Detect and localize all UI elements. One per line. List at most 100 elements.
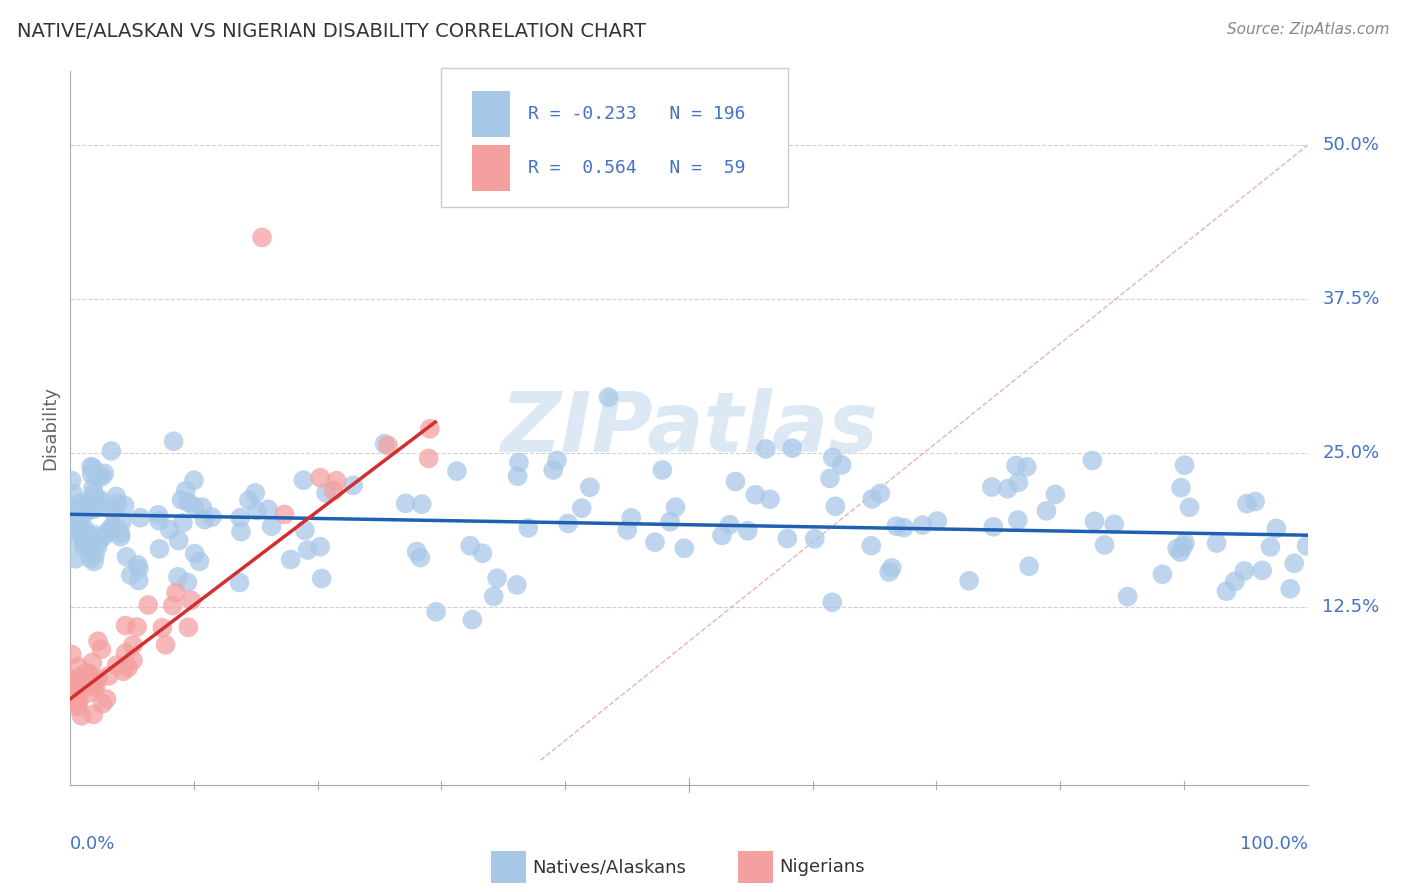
Point: [73, 535, 96, 549]
FancyBboxPatch shape: [441, 68, 787, 207]
Point: [1251, 563, 1274, 577]
Text: 25.0%: 25.0%: [1323, 443, 1379, 462]
Point: [72, 667, 94, 681]
Point: [60, 695, 83, 709]
Point: [60, 509, 83, 524]
Point: [122, 638, 145, 652]
Point: [101, 519, 124, 533]
Point: [148, 508, 170, 522]
Point: [84, 528, 107, 542]
Point: [803, 532, 825, 546]
Point: [1233, 564, 1256, 578]
Point: [162, 599, 184, 613]
Text: Natives/Alaskans: Natives/Alaskans: [531, 858, 686, 876]
Point: [62, 523, 84, 537]
Point: [297, 543, 319, 558]
Point: [409, 550, 432, 565]
Point: [482, 590, 505, 604]
Point: [506, 469, 529, 483]
Point: [1166, 541, 1188, 556]
Point: [66, 673, 89, 687]
Point: [755, 442, 778, 456]
Point: [997, 482, 1019, 496]
Point: [1094, 538, 1116, 552]
Point: [446, 464, 468, 478]
Point: [486, 571, 509, 585]
FancyBboxPatch shape: [738, 851, 773, 883]
Point: [620, 511, 643, 525]
Point: [93, 529, 115, 543]
Point: [229, 510, 252, 524]
Point: [159, 523, 181, 537]
Point: [546, 453, 568, 467]
Point: [1018, 559, 1040, 574]
Point: [294, 524, 316, 538]
Point: [176, 575, 198, 590]
Point: [927, 514, 949, 528]
Point: [229, 524, 252, 539]
Text: 37.5%: 37.5%: [1323, 290, 1379, 308]
Point: [73, 524, 96, 539]
Point: [718, 517, 741, 532]
Point: [87, 540, 110, 554]
Point: [183, 500, 205, 514]
Point: [673, 541, 696, 556]
Point: [83, 680, 105, 694]
Point: [458, 539, 481, 553]
Point: [776, 532, 799, 546]
Point: [177, 495, 200, 509]
Point: [1152, 567, 1174, 582]
Point: [177, 620, 200, 634]
Point: [1265, 521, 1288, 535]
Point: [471, 546, 494, 560]
Point: [980, 480, 1002, 494]
Point: [724, 475, 747, 489]
Point: [1083, 514, 1105, 528]
Point: [1045, 487, 1067, 501]
Point: [342, 478, 364, 492]
Point: [981, 520, 1004, 534]
Point: [1015, 459, 1038, 474]
Point: [418, 451, 440, 466]
Point: [112, 665, 135, 679]
Point: [65, 691, 87, 706]
Point: [98, 522, 121, 536]
Point: [506, 578, 529, 592]
Point: [860, 539, 883, 553]
Point: [69, 507, 91, 521]
Point: [579, 480, 602, 494]
Point: [598, 390, 620, 404]
Point: [260, 519, 283, 533]
Point: [87, 634, 110, 648]
Point: [818, 471, 841, 485]
Point: [114, 499, 136, 513]
Text: Nigerians: Nigerians: [779, 858, 865, 876]
Point: [90, 469, 112, 483]
Point: [1295, 539, 1317, 553]
Point: [82, 498, 104, 512]
Point: [69, 497, 91, 511]
Point: [1215, 584, 1237, 599]
Point: [115, 549, 138, 564]
Point: [644, 535, 666, 549]
Point: [557, 516, 579, 531]
Point: [67, 519, 90, 533]
Point: [292, 473, 315, 487]
Point: [311, 572, 333, 586]
Point: [257, 502, 280, 516]
Point: [67, 688, 90, 702]
Point: [60, 692, 83, 706]
Point: [67, 660, 90, 674]
Point: [76, 666, 98, 681]
Point: [1005, 458, 1028, 473]
Point: [1102, 517, 1125, 532]
Point: [155, 638, 177, 652]
Point: [880, 561, 903, 575]
Point: [172, 516, 194, 530]
Point: [77, 493, 100, 508]
Point: [77, 666, 100, 681]
Point: [65, 688, 87, 702]
Point: [70, 708, 93, 723]
Point: [737, 524, 759, 538]
Text: 12.5%: 12.5%: [1323, 598, 1379, 615]
